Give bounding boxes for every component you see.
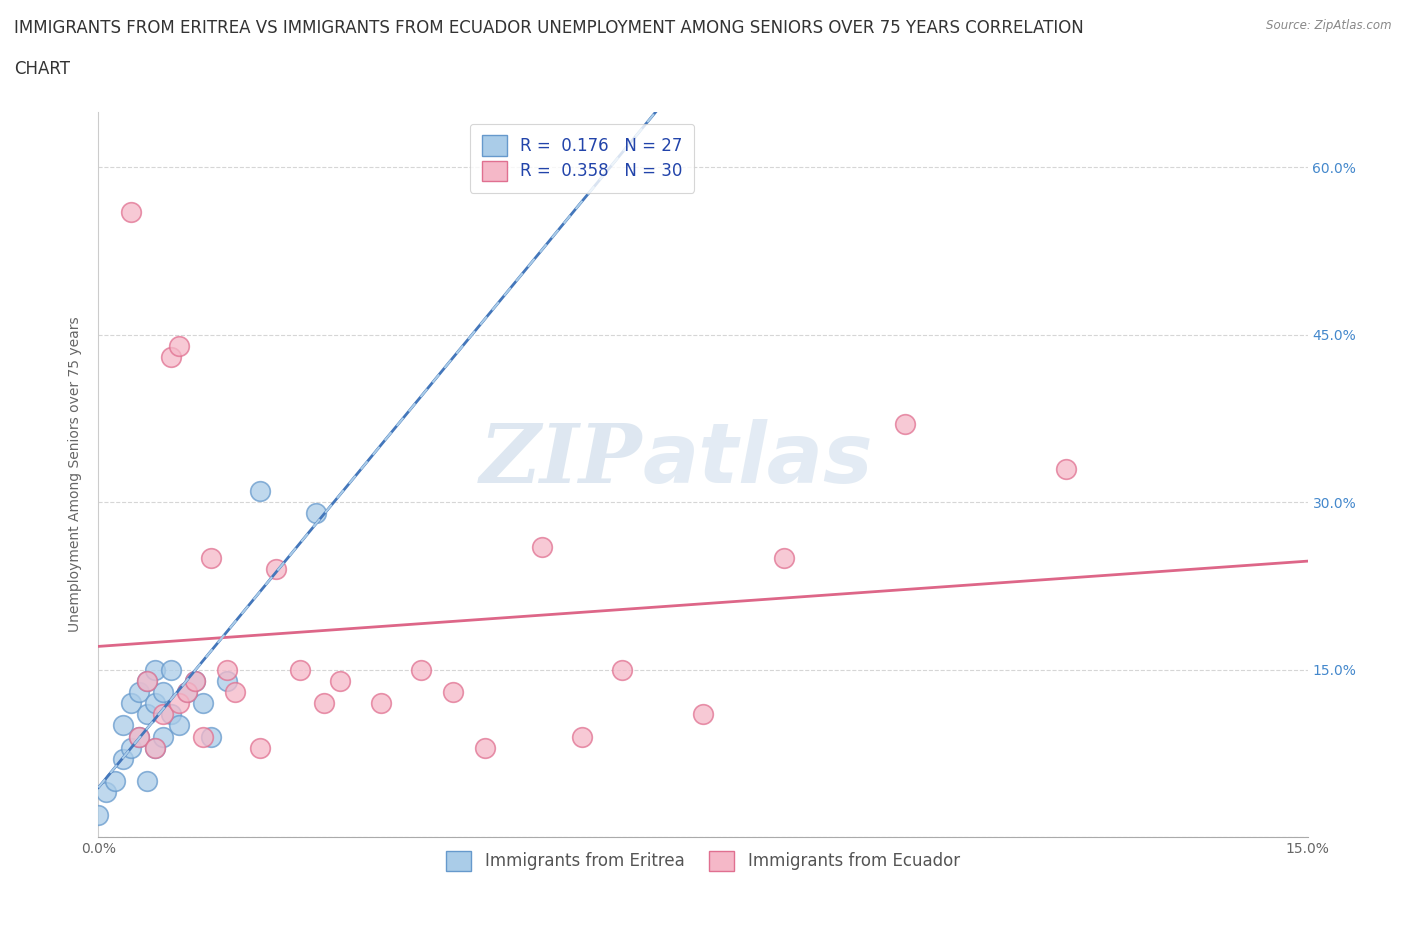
- Point: [160, 707, 183, 722]
- Legend: Immigrants from Eritrea, Immigrants from Ecuador: Immigrants from Eritrea, Immigrants from…: [437, 843, 969, 880]
- Point: [474, 740, 496, 755]
- Text: CHART: CHART: [14, 60, 70, 78]
- Point: [409, 662, 432, 677]
- Point: [314, 696, 336, 711]
- Point: [167, 696, 190, 711]
- Point: [152, 684, 174, 699]
- Point: [160, 662, 183, 677]
- Text: IMMIGRANTS FROM ERITREA VS IMMIGRANTS FROM ECUADOR UNEMPLOYMENT AMONG SENIORS OV: IMMIGRANTS FROM ERITREA VS IMMIGRANTS FR…: [14, 19, 1084, 36]
- Point: [184, 673, 207, 688]
- Point: [128, 729, 150, 744]
- Point: [135, 774, 157, 789]
- Point: [135, 673, 157, 688]
- Point: [176, 684, 198, 699]
- Point: [224, 684, 246, 699]
- Point: [893, 417, 915, 432]
- Point: [120, 740, 142, 755]
- Point: [152, 729, 174, 744]
- Point: [249, 484, 271, 498]
- Point: [441, 684, 464, 699]
- Point: [111, 751, 134, 766]
- Point: [370, 696, 392, 711]
- Point: [167, 339, 190, 353]
- Point: [167, 718, 190, 733]
- Point: [217, 662, 239, 677]
- Point: [1054, 461, 1077, 476]
- Point: [530, 539, 553, 554]
- Y-axis label: Unemployment Among Seniors over 75 years: Unemployment Among Seniors over 75 years: [69, 316, 83, 632]
- Point: [160, 350, 183, 365]
- Point: [128, 729, 150, 744]
- Point: [288, 662, 311, 677]
- Point: [249, 740, 271, 755]
- Point: [305, 506, 328, 521]
- Point: [103, 774, 125, 789]
- Point: [193, 696, 215, 711]
- Point: [143, 740, 166, 755]
- Point: [184, 673, 207, 688]
- Point: [143, 740, 166, 755]
- Text: ZIP: ZIP: [479, 419, 643, 499]
- Point: [217, 673, 239, 688]
- Point: [200, 729, 222, 744]
- Point: [135, 673, 157, 688]
- Text: atlas: atlas: [643, 419, 873, 500]
- Point: [128, 684, 150, 699]
- Point: [120, 696, 142, 711]
- Point: [264, 562, 287, 577]
- Point: [692, 707, 714, 722]
- Point: [152, 707, 174, 722]
- Point: [96, 785, 118, 800]
- Point: [143, 696, 166, 711]
- Point: [143, 662, 166, 677]
- Point: [120, 205, 142, 219]
- Point: [329, 673, 352, 688]
- Point: [111, 718, 134, 733]
- Point: [87, 807, 110, 822]
- Text: Source: ZipAtlas.com: Source: ZipAtlas.com: [1267, 19, 1392, 32]
- Point: [193, 729, 215, 744]
- Point: [135, 707, 157, 722]
- Point: [772, 551, 794, 565]
- Point: [200, 551, 222, 565]
- Point: [571, 729, 593, 744]
- Point: [176, 684, 198, 699]
- Point: [612, 662, 634, 677]
